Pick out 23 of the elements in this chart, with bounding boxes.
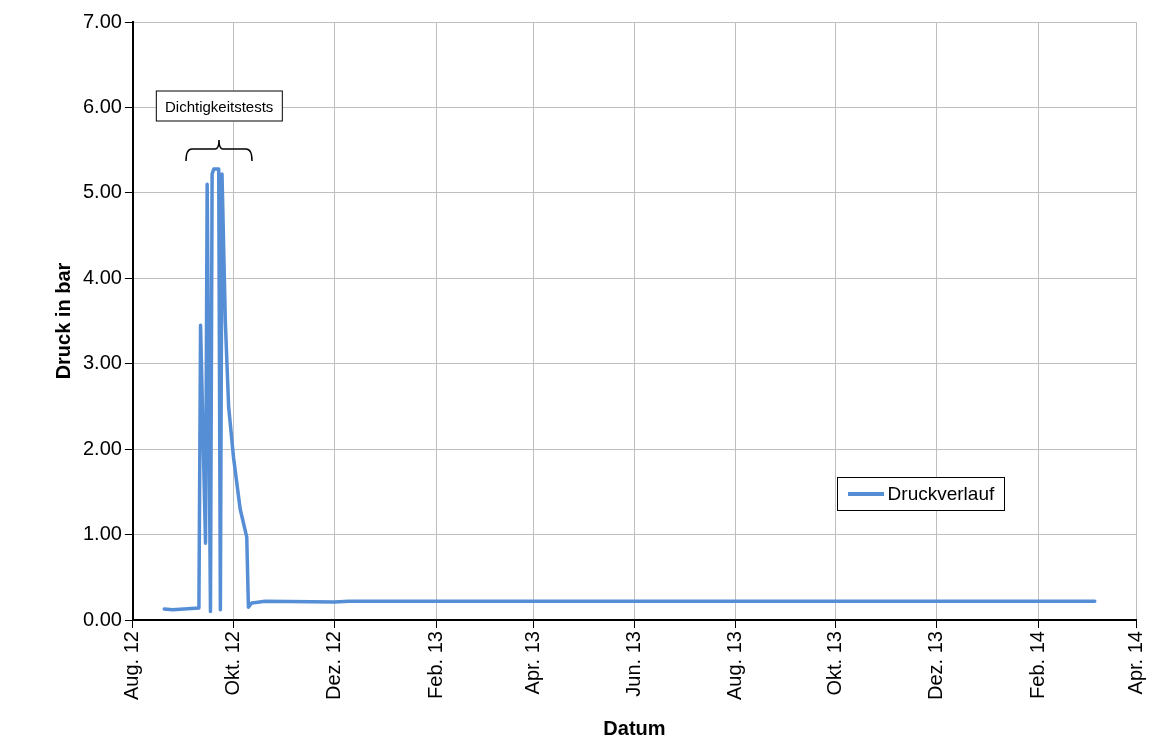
legend-label: Druckverlauf bbox=[887, 482, 995, 505]
x-tick-label: Dez. 13 bbox=[923, 631, 946, 700]
y-tick-label: 5.00 bbox=[82, 180, 122, 203]
x-tick-label: Feb. 14 bbox=[1026, 631, 1049, 699]
y-tick-label: 2.00 bbox=[82, 436, 122, 459]
x-tick-label: Feb. 13 bbox=[424, 631, 446, 699]
y-tick-label: 7.00 bbox=[82, 9, 122, 32]
annotation: Dichtigkeitstests bbox=[156, 90, 283, 122]
x-tick-label: Aug. 12 bbox=[120, 631, 143, 701]
y-tick-label: 6.00 bbox=[82, 94, 122, 117]
x-tick-label: Dez. 12 bbox=[321, 631, 344, 700]
x-tick-label: Jun. 13 bbox=[621, 631, 644, 697]
y-tick-label: 4.00 bbox=[82, 265, 122, 288]
y-axis-title: Druck in bar bbox=[51, 262, 74, 380]
x-tick-label: Apr. 14 bbox=[1123, 631, 1146, 695]
y-tick-label: 1.00 bbox=[82, 522, 122, 545]
x-tick-label: Okt. 12 bbox=[221, 631, 244, 696]
y-tick-label: 0.00 bbox=[82, 607, 122, 630]
x-tick-label: Apr. 13 bbox=[521, 631, 544, 695]
x-axis-title: Datum bbox=[603, 716, 666, 739]
x-tick-label: Okt. 13 bbox=[823, 631, 846, 696]
y-tick-label: 3.00 bbox=[82, 351, 122, 374]
x-tick-label: Aug. 13 bbox=[722, 631, 745, 701]
